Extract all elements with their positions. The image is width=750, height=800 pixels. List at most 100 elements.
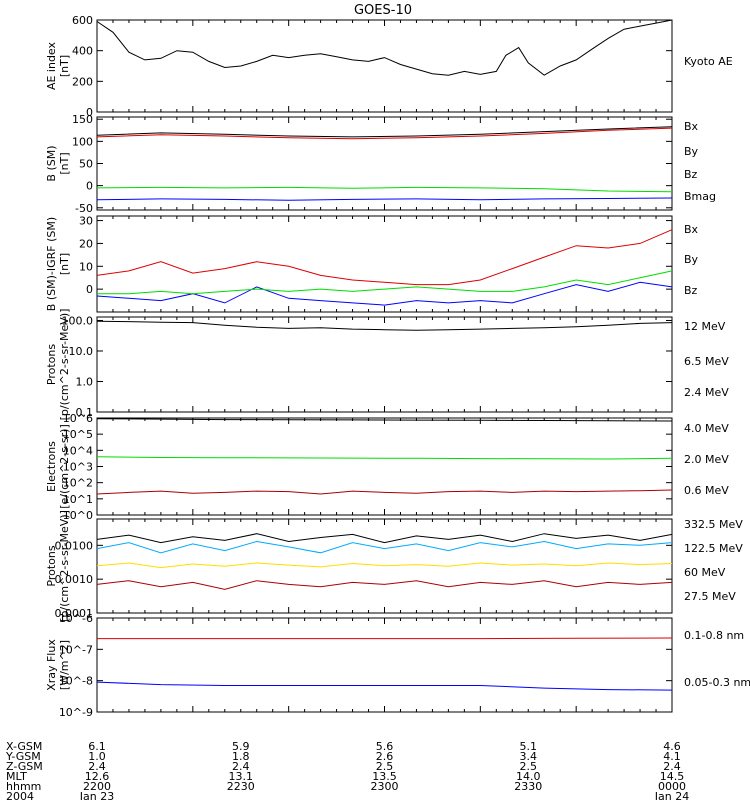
legend-entry: 12 MeV xyxy=(684,320,726,333)
y-tick-label: 30 xyxy=(79,215,93,228)
y-tick-label: 100 xyxy=(72,135,93,148)
footer-value: 2330 xyxy=(514,780,542,793)
footer-row-label: Z-GSM xyxy=(6,760,43,773)
y-tick-label: 10^-7 xyxy=(59,643,93,656)
y-tick-label: 0 xyxy=(86,283,93,296)
series-line xyxy=(96,229,673,286)
footer-value: 5.6 xyxy=(376,740,394,753)
panel-frame xyxy=(96,215,673,313)
footer-value: 2.4 xyxy=(232,760,250,773)
legend-entry: By xyxy=(684,145,699,158)
series-line xyxy=(96,489,673,495)
y-tick-label: 0.1 xyxy=(76,406,94,419)
y-axis-label: [nT] xyxy=(58,152,71,174)
y-tick-label: -50 xyxy=(75,202,93,215)
series-line xyxy=(96,19,673,76)
panel-frame xyxy=(96,417,673,516)
y-tick-label: 1.0 xyxy=(76,375,94,388)
legend-entry: 0.05-0.3 nm xyxy=(684,676,750,689)
series-line xyxy=(96,281,673,306)
y-tick-label: 10.0 xyxy=(69,345,94,358)
footer-value: 2.4 xyxy=(663,760,681,773)
y-tick-label: 10^-6 xyxy=(59,612,93,625)
legend-entry: 60 MeV xyxy=(684,566,726,579)
y-axis-label: AE index xyxy=(45,41,58,90)
footer-value: 12.6 xyxy=(85,770,110,783)
legend-entry: 0.1-0.8 nm xyxy=(684,629,744,642)
footer-value: Jan 24 xyxy=(654,790,689,800)
legend-entry: Kyoto AE xyxy=(684,55,733,68)
legend-entry: 6.5 MeV xyxy=(684,355,729,368)
footer-value: 5.1 xyxy=(520,740,538,753)
footer-value: 1.0 xyxy=(88,750,106,763)
footer-row-label: MLT xyxy=(6,770,27,783)
y-tick-label: 0.0100 xyxy=(55,539,94,552)
y-tick-label: 100.0 xyxy=(62,314,94,327)
y-axis-label: [nT] xyxy=(58,253,71,275)
legend-entry: Bmag xyxy=(684,190,716,203)
y-tick-label: 0 xyxy=(86,106,93,119)
footer-value: 2.5 xyxy=(520,760,538,773)
y-axis-label: [p/(cm^2-s-sr-MeV)] xyxy=(58,309,71,421)
footer-value: 14.0 xyxy=(516,770,541,783)
footer-value: 1.8 xyxy=(232,750,250,763)
footer-value: 4.1 xyxy=(663,750,681,763)
y-tick-label: 50 xyxy=(79,158,93,171)
y-axis-label: [nT] xyxy=(58,55,71,77)
y-tick-label: 0.0001 xyxy=(55,607,94,620)
series-line xyxy=(96,540,673,554)
y-axis-label: B (SM) xyxy=(45,145,58,181)
series-line xyxy=(96,533,673,544)
series-line xyxy=(96,186,673,193)
legend-entry: 122.5 MeV xyxy=(684,542,743,555)
footer-value: 2200 xyxy=(83,780,111,793)
series-line xyxy=(96,562,673,569)
y-axis-label: Xray Flux xyxy=(45,639,58,691)
panel-frame xyxy=(96,316,673,413)
y-axis-label: [e/(cm^2-s-sr)] xyxy=(58,424,71,509)
y-tick-label: 10^6 xyxy=(63,412,93,425)
series-line xyxy=(96,320,673,331)
footer-value: 0000 xyxy=(658,780,686,793)
series-line xyxy=(96,456,673,460)
plot-title: GOES-10 xyxy=(354,3,412,18)
series-line xyxy=(97,637,673,640)
series-line xyxy=(96,681,673,691)
legend-entry: 2.4 MeV xyxy=(684,386,729,399)
footer-row-label: Y-GSM xyxy=(5,750,41,763)
panel-frame xyxy=(96,617,673,713)
series-line xyxy=(96,127,673,140)
legend-entry: Bz xyxy=(684,284,698,297)
legend-entry: Bx xyxy=(684,223,699,236)
footer-row-label: 2004 xyxy=(6,790,34,800)
legend-entry: 0.6 MeV xyxy=(684,484,729,497)
footer-value: 14.5 xyxy=(660,770,685,783)
footer-value: 2.6 xyxy=(376,750,394,763)
footer-row-label: X-GSM xyxy=(6,740,42,753)
footer-value: 4.6 xyxy=(663,740,681,753)
y-tick-label: 10^1 xyxy=(63,493,93,506)
legend-entry: 332.5 MeV xyxy=(684,518,743,531)
y-tick-label: 10 xyxy=(79,260,93,273)
footer-value: 13.1 xyxy=(229,770,254,783)
y-tick-label: 600 xyxy=(72,14,93,27)
legend-entry: By xyxy=(684,253,699,266)
legend-entry: 27.5 MeV xyxy=(684,590,736,603)
footer-value: 2.4 xyxy=(88,760,106,773)
footer-value: 2300 xyxy=(371,780,399,793)
y-axis-label: [W/m^2] xyxy=(58,640,71,690)
footer-value: 5.9 xyxy=(232,740,250,753)
y-tick-label: 0.0010 xyxy=(55,573,94,586)
series-line xyxy=(96,197,673,201)
legend-entry: Bx xyxy=(684,120,699,133)
y-axis-label: Protons xyxy=(45,344,58,385)
footer-value: 13.5 xyxy=(372,770,397,783)
footer-value: 6.1 xyxy=(88,740,106,753)
footer-row-label: hhmm xyxy=(6,780,41,793)
legend-entry: 2.0 MeV xyxy=(684,453,729,466)
y-tick-label: 10^4 xyxy=(63,444,93,457)
y-tick-label: 10^0 xyxy=(63,509,93,522)
y-tick-label: 10^-9 xyxy=(59,706,93,719)
y-tick-label: 10^-8 xyxy=(59,675,93,688)
